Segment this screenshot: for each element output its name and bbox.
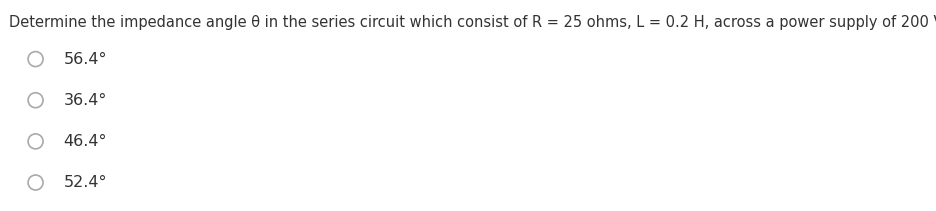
Text: 56.4°: 56.4° bbox=[64, 51, 107, 67]
Text: 52.4°: 52.4° bbox=[64, 175, 107, 190]
Text: 46.4°: 46.4° bbox=[64, 134, 107, 149]
Text: 36.4°: 36.4° bbox=[64, 93, 107, 108]
Text: Determine the impedance angle θ in the series circuit which consist of R = 25 oh: Determine the impedance angle θ in the s… bbox=[9, 15, 936, 30]
